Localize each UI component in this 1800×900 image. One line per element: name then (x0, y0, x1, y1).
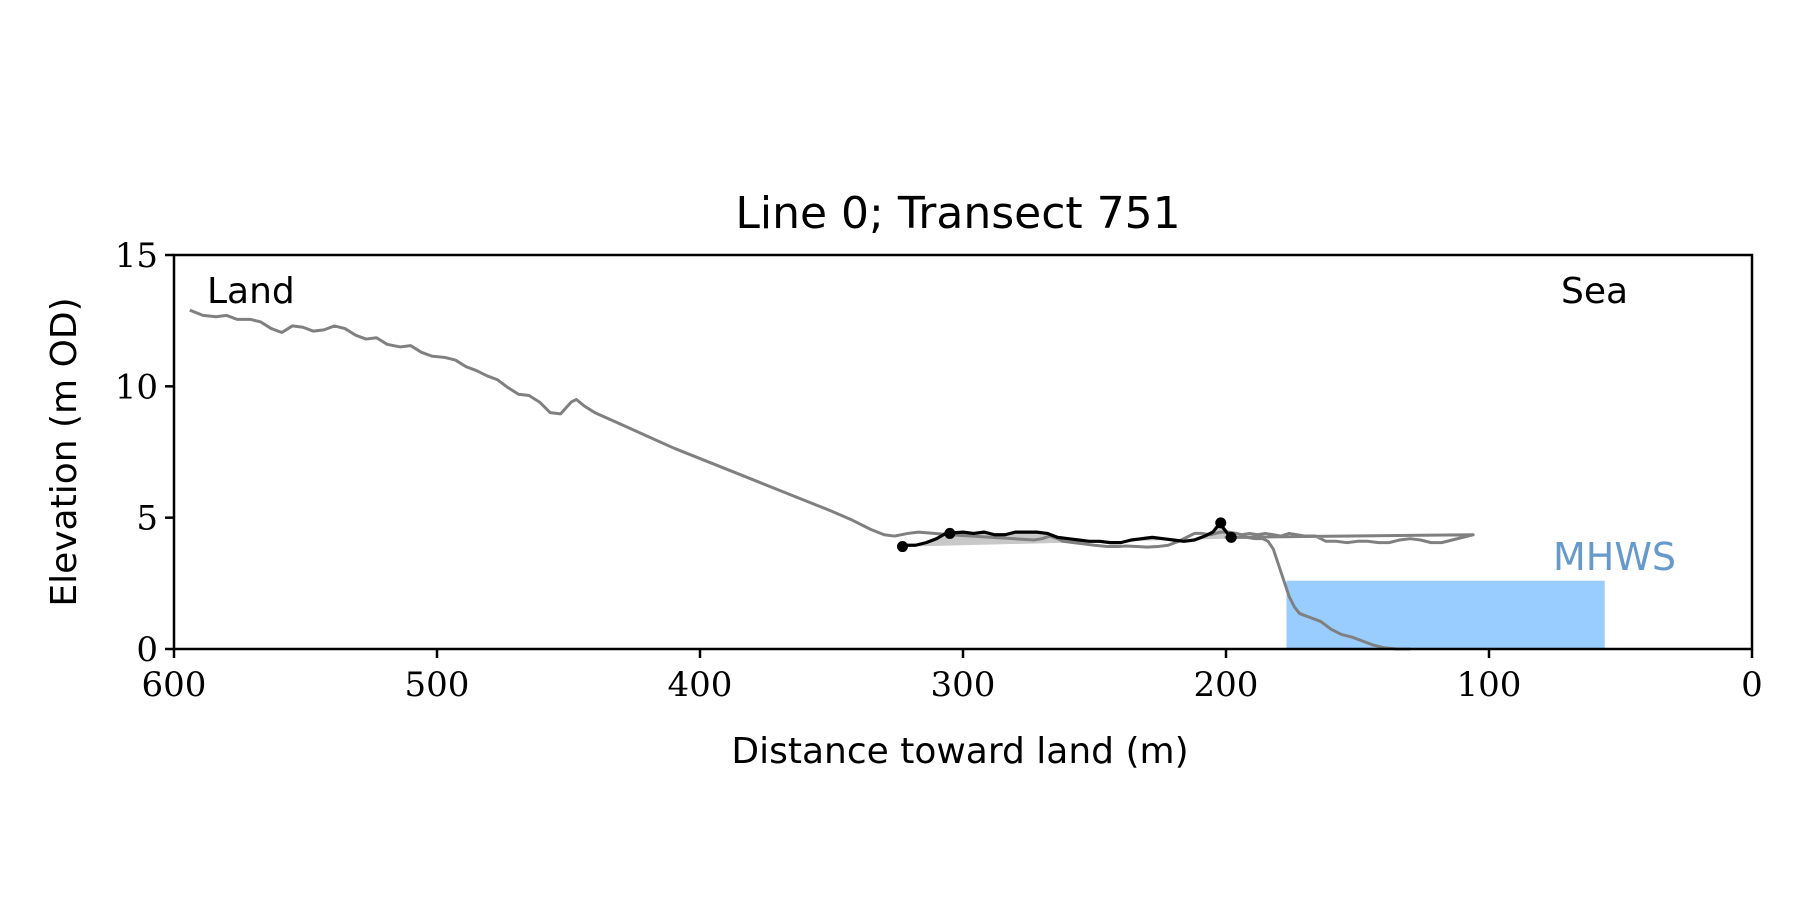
y-axis-ticks: 15 10 5 0 (115, 236, 174, 670)
x-tick-label: 200 (1194, 665, 1259, 705)
x-tick-label: 600 (142, 665, 207, 705)
x-tick-label: 100 (1457, 665, 1522, 705)
plot-frame (172, 253, 1754, 651)
y-tick-label: 0 (136, 630, 158, 670)
x-axis-label: Distance toward land (m) (731, 731, 1188, 772)
x-tick-label: 500 (405, 665, 470, 705)
feature-marker (944, 527, 956, 539)
y-tick-label: 5 (136, 499, 158, 539)
profile-line (189, 308, 1475, 651)
land-annotation: Land (207, 271, 295, 312)
y-tick-label: 10 (115, 367, 158, 407)
feature-fill (902, 522, 1232, 547)
x-tick-label: 0 (1741, 665, 1763, 705)
feature-marker (1225, 531, 1237, 543)
mhws-band (1286, 580, 1605, 649)
x-axis-ticks: 600 500 400 300 200 100 0 (142, 649, 1763, 705)
feature-marker (897, 541, 909, 553)
mhws-annotation: MHWS (1553, 535, 1676, 579)
y-tick-label: 15 (115, 236, 158, 276)
x-tick-label: 400 (668, 665, 733, 705)
feature-marker (1215, 517, 1227, 529)
sea-annotation: Sea (1561, 271, 1628, 312)
plot-area (189, 308, 1605, 651)
x-tick-label: 300 (931, 665, 996, 705)
chart-title: Line 0; Transect 751 (735, 188, 1180, 239)
y-axis-label: Elevation (m OD) (44, 297, 85, 606)
feature-line (902, 521, 1233, 547)
